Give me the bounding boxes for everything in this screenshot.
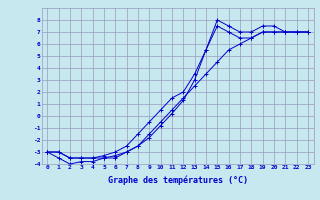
X-axis label: Graphe des températures (°C): Graphe des températures (°C) [108, 176, 248, 185]
